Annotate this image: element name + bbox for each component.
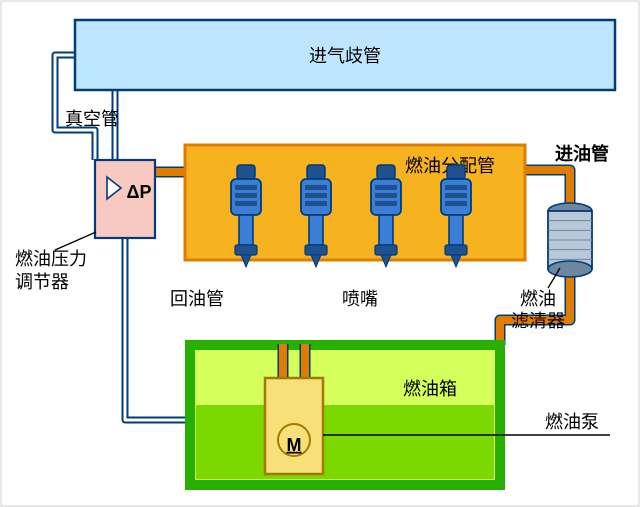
supply-pipe-label: 进油管 — [555, 143, 609, 164]
filter-label-1: 燃油 — [520, 289, 556, 309]
fuel-pump-label: 燃油泵 — [545, 412, 599, 432]
injector-label: 喷嘴 — [342, 289, 378, 309]
fuel-system-diagram: 进气歧管燃油分配管喷嘴ΔP燃油箱M真空管燃油压力调节器回油管进油管燃油滤清器燃油… — [0, 0, 640, 507]
pipe-rail-to-filter-outline — [525, 170, 570, 205]
regulator-label-1: 燃油压力 — [15, 249, 87, 269]
fuel-filter — [548, 203, 592, 277]
regulator-pointer — [55, 232, 96, 250]
intake-manifold-label: 进气歧管 — [309, 46, 381, 66]
fuel-level — [196, 405, 494, 479]
return-pipe-label: 回油管 — [170, 289, 224, 309]
fuel-tank-label: 燃油箱 — [403, 379, 457, 399]
filter-label-2: 滤清器 — [511, 311, 565, 331]
pump-icon-label: M — [287, 435, 302, 455]
fuel-pump — [265, 378, 323, 474]
regulator-symbol: ΔP — [127, 182, 152, 202]
regulator-label-2: 调节器 — [15, 272, 69, 292]
vacuum-label: 真空管 — [65, 109, 119, 129]
